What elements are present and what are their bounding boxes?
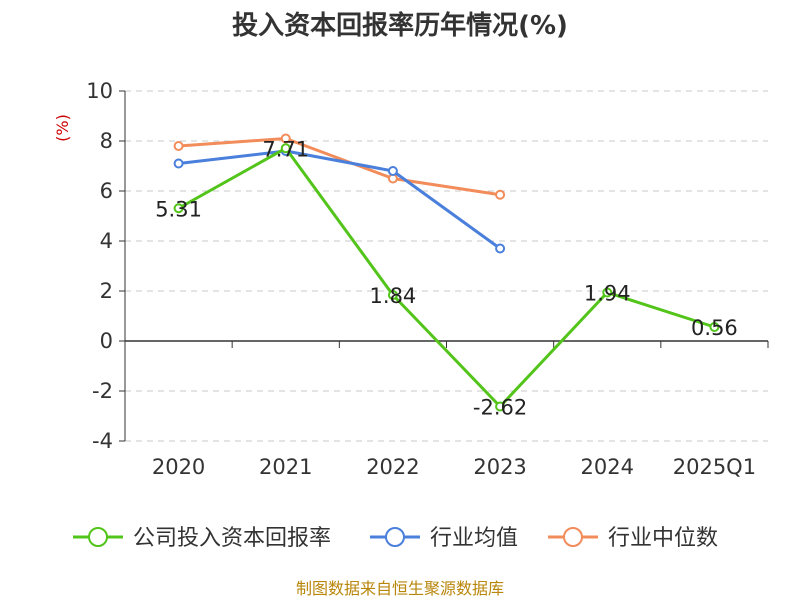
data-label: -2.62 [473,396,527,420]
data-point [280,143,291,154]
x-tick-label: 2024 [581,455,634,479]
data-point [495,189,506,200]
legend-item-2[interactable]: 行业中位数 [548,526,718,551]
series-line-0 [177,146,715,408]
data-label: 7.71 [262,137,309,161]
data-labels: 5.31 7.71 1.84 -2.62 1.94 0.56 [155,137,738,419]
legend-marker [385,527,405,547]
data-label: 1.84 [370,284,417,308]
x-tick-label: 2023 [473,455,526,479]
data-point [173,203,184,214]
chart-title: 投入资本回报率历年情况(%) [232,10,568,41]
x-tick-label: 2025Q1 [673,455,756,479]
y-tick-label: -4 [92,429,113,453]
data-point [280,133,291,144]
data-point [387,290,398,300]
x-tick-label: 2020 [152,455,205,479]
data-point [173,141,184,151]
y-tick-label: 8 [100,129,113,153]
legend-marker [563,527,583,547]
data-point [709,322,720,332]
data-point [173,158,184,169]
axes [119,90,769,442]
y-tick-labels: 10 8 6 4 2 0 -2 -4 [86,79,113,453]
y-tick-label: 0 [100,329,113,353]
y-tick-label: 2 [100,279,113,303]
legend[interactable]: 公司投入资本回报率 行业均值 行业中位数 [73,526,718,551]
data-label: 5.31 [155,197,202,221]
data-label: 1.94 [584,282,631,306]
data-point [602,287,613,298]
legend-item-0[interactable]: 公司投入资本回报率 [73,526,331,551]
legend-label: 公司投入资本回报率 [133,526,331,551]
grid-lines [125,90,768,442]
legend-item-1[interactable]: 行业均值 [370,526,518,551]
data-point [495,401,506,412]
y-tick-label: -2 [92,379,113,403]
legend-marker [88,527,108,547]
y-tick-label: 6 [100,179,113,203]
x-tick-label: 2021 [259,455,312,479]
x-tick-labels: 2020 2021 2022 2023 2024 2025Q1 [152,455,756,479]
series-line-1 [178,149,501,250]
legend-label: 行业均值 [430,526,518,551]
data-label: 0.56 [691,316,738,340]
y-axis-unit: (%) [53,114,72,142]
series-line-2 [178,137,501,197]
data-point [387,166,398,176]
y-tick-label: 4 [100,229,113,253]
legend-label: 行业中位数 [608,526,718,551]
series-lines [173,133,720,412]
source-note: 制图数据来自恒生聚源数据库 [296,579,504,598]
x-tick-label: 2022 [366,455,419,479]
data-point [495,243,506,254]
y-tick-label: 10 [86,79,113,103]
